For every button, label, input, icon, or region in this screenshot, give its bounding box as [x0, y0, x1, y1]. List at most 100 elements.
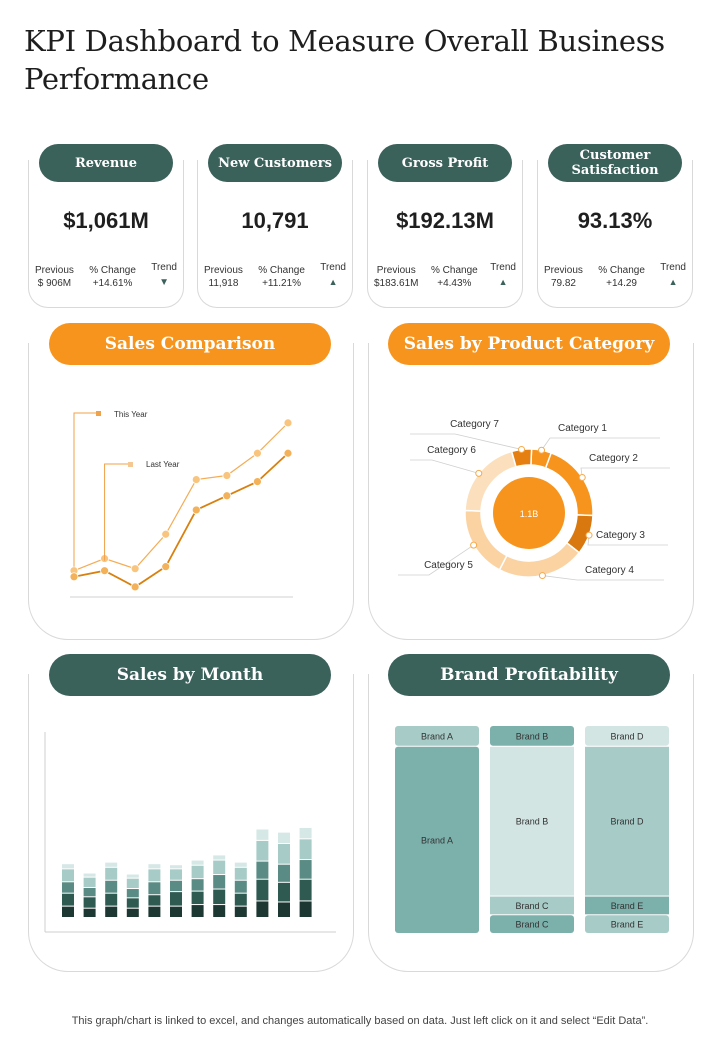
- bar-segment: [256, 879, 269, 901]
- brand-segment: [585, 726, 669, 746]
- slice-marker: [470, 541, 478, 549]
- kpi-value: 93.13%: [577, 208, 653, 233]
- brand-segment: [395, 726, 479, 746]
- kpi-meta-label: Previous: [376, 265, 416, 276]
- kpi-trend-column: Trend ▲: [490, 261, 516, 290]
- kpi-meta-value: +14.61%: [92, 278, 133, 289]
- bar-segment: [213, 860, 226, 875]
- brand-label: Brand D: [610, 817, 644, 827]
- kpi-meta-label: % Change: [258, 265, 305, 276]
- brand-segment: [490, 915, 574, 933]
- legend-label: This Year: [114, 410, 148, 419]
- slice-marker: [585, 531, 593, 539]
- kpi-trend-label: Trend: [151, 262, 177, 273]
- data-point: [130, 564, 140, 574]
- legend-label: Last Year: [146, 460, 180, 469]
- kpi-meta-column: % Change +4.43%: [431, 264, 478, 290]
- bar-segment: [234, 880, 247, 893]
- series-line: [73, 452, 289, 588]
- bar-segment: [191, 905, 204, 917]
- kpi-meta-label: % Change: [598, 265, 645, 276]
- bar-segment: [105, 862, 118, 867]
- bar-segment: [278, 864, 290, 882]
- bar-segment: [105, 906, 118, 917]
- bar-segment: [299, 879, 312, 901]
- data-point: [283, 418, 293, 428]
- legend-leader: [104, 463, 128, 561]
- kpi-meta-column: % Change +14.29: [598, 264, 645, 290]
- category-label: Category 7: [450, 419, 499, 430]
- bar-segment: [256, 861, 269, 879]
- category-label: Category 5: [424, 560, 473, 571]
- data-point: [100, 566, 109, 576]
- data-point: [191, 475, 201, 484]
- brand-label: Brand B: [516, 731, 549, 741]
- label-leader: [541, 437, 660, 451]
- kpi-meta-label: % Change: [431, 265, 478, 276]
- kpi-meta-column: Previous 79.82: [544, 264, 583, 290]
- brand-profitability-chart: Brand A Brand A Brand B Brand B Brand C Brand…: [395, 726, 669, 933]
- bar-segment: [170, 880, 182, 892]
- category-donut-chart: Category 1 Category 2 Category 3 Category 4…: [398, 419, 670, 581]
- kpi-title-pill: Revenue: [39, 144, 173, 182]
- category-title: Sales by Product Category: [388, 323, 670, 365]
- category-label: Category 4: [585, 565, 634, 576]
- bar-segment: [105, 893, 118, 906]
- brand-label: Brand C: [515, 901, 549, 911]
- bar-segment: [83, 873, 96, 877]
- data-point: [191, 505, 201, 515]
- kpi-value: $1,061M: [63, 208, 149, 233]
- bar-segment: [148, 882, 161, 895]
- bar-segment: [278, 832, 290, 843]
- bar-segment: [62, 864, 74, 869]
- bar-segment: [234, 867, 247, 880]
- bar-segment: [234, 893, 247, 906]
- brand-segment: [585, 915, 669, 933]
- data-point: [69, 572, 79, 582]
- bar-segment: [126, 908, 139, 917]
- bar-segment: [170, 906, 182, 917]
- bar-segment: [62, 906, 74, 917]
- bar-segment: [170, 892, 182, 906]
- page-title: KPI Dashboard to Measure Overall Busines…: [24, 24, 665, 96]
- trend-down-icon: ▼: [159, 277, 170, 288]
- slice-marker: [578, 473, 586, 481]
- label-leader: [410, 459, 479, 474]
- label-leader: [542, 575, 664, 581]
- kpi-trend-column: Trend ▼: [151, 261, 177, 290]
- kpi-card: 93.13% Previous 79.82 % Change +14.29 Trend ▲: [537, 160, 693, 308]
- trend-up-icon: ▲: [328, 277, 338, 287]
- trend-up-icon: ▲: [668, 277, 678, 287]
- brand-label: Brand C: [515, 920, 549, 930]
- bar-segment: [105, 880, 118, 893]
- donut-slice: [498, 541, 581, 578]
- data-point: [253, 477, 262, 486]
- brand-segment: [585, 896, 669, 915]
- legend-leader: [73, 412, 96, 567]
- sales-by-month-title: Sales by Month: [49, 654, 331, 696]
- bar-segment: [126, 874, 139, 878]
- bar-segment: [299, 827, 312, 839]
- bar-segment: [278, 882, 290, 902]
- kpi-meta-column: Previous 11,918: [204, 264, 243, 290]
- bar-segment: [299, 860, 312, 879]
- footer-note: This graph/chart is linked to excel, and…: [71, 1015, 649, 1027]
- kpi-meta-column: Previous $ 906M: [35, 264, 74, 290]
- kpi-meta-value: $ 906M: [37, 278, 72, 289]
- trend-up-icon: ▲: [498, 277, 508, 287]
- bar-segment: [62, 893, 74, 906]
- kpi-trend-label: Trend: [320, 262, 346, 273]
- data-point: [222, 491, 232, 501]
- bar-segment: [105, 867, 118, 880]
- bar-segment: [213, 889, 226, 905]
- donut-center-label: 1.1B: [520, 509, 539, 519]
- category-panel: [368, 343, 694, 640]
- data-point: [222, 471, 232, 480]
- bar-segment: [83, 877, 96, 887]
- bar-segment: [234, 862, 247, 867]
- category-label: Category 3: [596, 530, 645, 541]
- brand-label: Brand A: [421, 835, 453, 845]
- kpi-meta-label: Previous: [204, 265, 243, 276]
- bar-segment: [278, 902, 290, 917]
- bar-segment: [126, 878, 139, 889]
